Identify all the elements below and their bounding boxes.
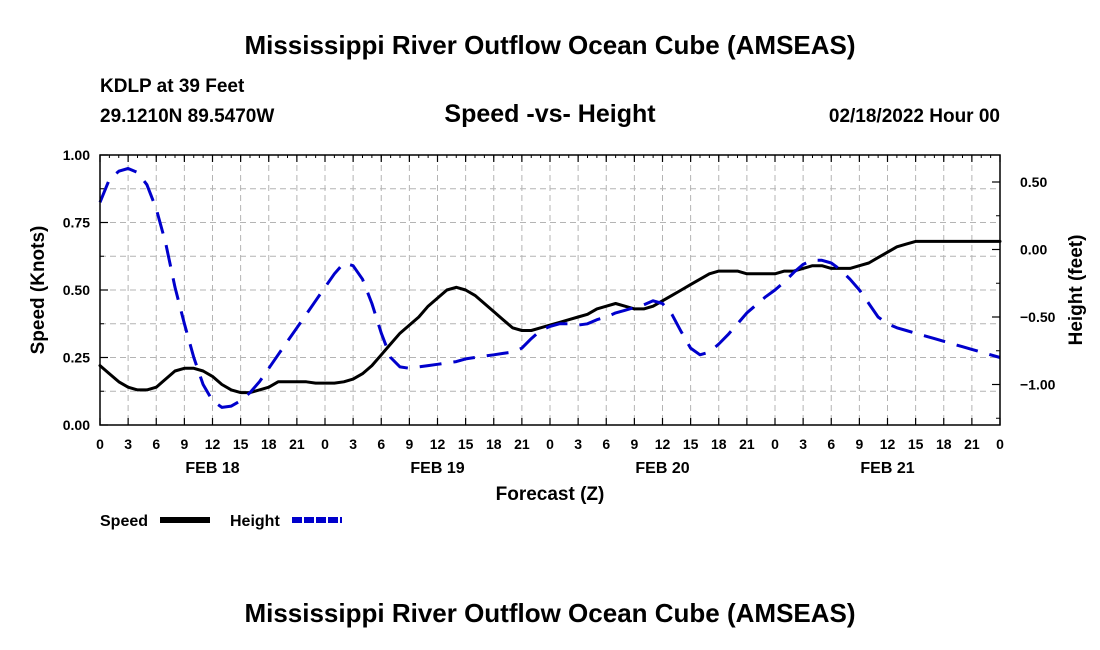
x-tick-label: 9 xyxy=(180,436,188,452)
x-tick-label: 0 xyxy=(546,436,554,452)
date-label: FEB 18 xyxy=(185,460,239,477)
x-tick-label: 3 xyxy=(349,436,357,452)
grid xyxy=(100,155,1000,425)
x-tick-label: 21 xyxy=(514,436,530,452)
x-tick-label: 0 xyxy=(771,436,779,452)
y2-tick-label: −1.00 xyxy=(1020,377,1056,393)
x-tick-label: 12 xyxy=(880,436,896,452)
footer-title: Mississippi River Outflow Ocean Cube (AM… xyxy=(244,598,856,628)
y-tick-label: 0.75 xyxy=(63,215,90,231)
legend: Speed Height xyxy=(100,513,342,530)
y2-tick-label: 0.00 xyxy=(1020,242,1047,258)
x-tick-label: 15 xyxy=(233,436,249,452)
x-tick-label: 21 xyxy=(964,436,980,452)
x-tick-label: 3 xyxy=(124,436,132,452)
chart-subtitle: Speed -vs- Height xyxy=(444,100,656,128)
y2-tick-label: −0.50 xyxy=(1020,309,1056,325)
y-tick-label: 1.00 xyxy=(63,147,90,163)
y-axis-label: Speed (Knots) xyxy=(28,226,49,355)
x-tick-label: 18 xyxy=(261,436,277,452)
x-tick-label: 6 xyxy=(152,436,160,452)
x-tick-label: 9 xyxy=(405,436,413,452)
x-tick-label: 6 xyxy=(602,436,610,452)
x-tick-label: 0 xyxy=(321,436,329,452)
x-tick-label: 9 xyxy=(630,436,638,452)
date-label: FEB 19 xyxy=(410,460,464,477)
x-tick-label: 18 xyxy=(486,436,502,452)
y-tick-label: 0.00 xyxy=(63,417,90,433)
legend-label-height: Height xyxy=(230,513,280,530)
x-tick-label: 0 xyxy=(96,436,104,452)
x-tick-label: 6 xyxy=(827,436,835,452)
x-tick-label: 12 xyxy=(430,436,446,452)
x-tick-label: 9 xyxy=(855,436,863,452)
x-tick-label: 3 xyxy=(799,436,807,452)
ticks: 0 3 6 9 12 15 18 21 0 3 6 9 12 15 18 21 0 3 6 9 12 15 18 21 0 3 6 9… xyxy=(63,147,1056,477)
x-tick-label: 3 xyxy=(574,436,582,452)
y-tick-label: 0.25 xyxy=(63,350,90,366)
station-coordinates: 29.1210N 89.5470W xyxy=(100,106,275,127)
x-axis-label: Forecast (Z) xyxy=(496,484,605,505)
x-tick-label: 18 xyxy=(711,436,727,452)
x-tick-label: 18 xyxy=(936,436,952,452)
y-tick-label: 0.50 xyxy=(63,282,90,298)
x-tick-label: 12 xyxy=(655,436,671,452)
x-tick-label: 15 xyxy=(908,436,924,452)
x-tick-label: 0 xyxy=(996,436,1004,452)
x-tick-label: 6 xyxy=(377,436,385,452)
x-tick-label: 21 xyxy=(739,436,755,452)
chart-title: Mississippi River Outflow Ocean Cube (AM… xyxy=(244,30,856,60)
series-line-height xyxy=(98,167,1001,409)
station-label: KDLP at 39 Feet xyxy=(100,76,245,97)
date-label: FEB 20 xyxy=(635,460,689,477)
y2-axis-label: Height (feet) xyxy=(1066,235,1087,346)
date-label: FEB 21 xyxy=(860,460,914,477)
x-tick-label: 21 xyxy=(289,436,305,452)
x-tick-label: 12 xyxy=(205,436,221,452)
legend-label-speed: Speed xyxy=(100,513,148,530)
y2-tick-label: 0.50 xyxy=(1020,174,1047,190)
series-layer xyxy=(98,167,1002,409)
forecast-datetime: 02/18/2022 Hour 00 xyxy=(828,106,1000,127)
x-tick-label: 15 xyxy=(458,436,474,452)
x-tick-label: 15 xyxy=(683,436,699,452)
